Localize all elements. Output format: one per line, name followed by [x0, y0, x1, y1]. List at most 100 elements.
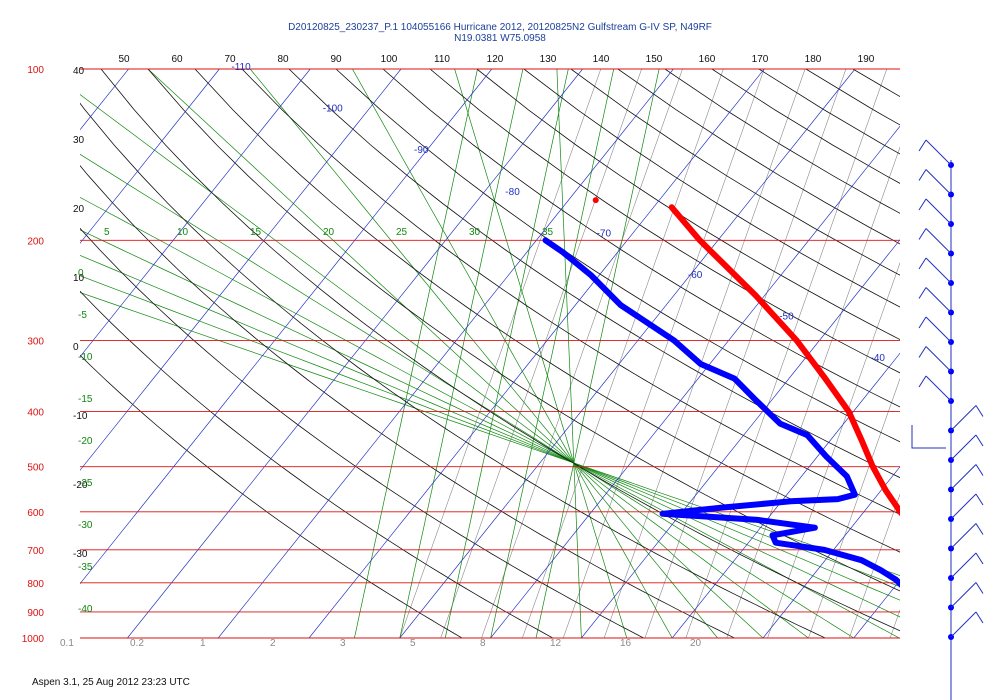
mixing-ratio-label: 2	[270, 638, 276, 649]
theta-top-label: 100	[381, 54, 398, 65]
wind-barb-flag	[918, 139, 927, 152]
mixing-ratio-label: 3	[340, 638, 346, 649]
isotherm-line	[80, 69, 220, 244]
isotherm-line	[399, 69, 856, 638]
wind-barb-flag	[918, 316, 927, 329]
moist-left-label: -25	[78, 478, 93, 489]
wind-barb-flag	[975, 523, 984, 535]
isotherm-label: -80	[505, 187, 520, 198]
theta-top-label: 130	[540, 54, 557, 65]
wind-barb-flag	[918, 287, 927, 299]
wind-barb-staff	[950, 434, 977, 461]
mixing-ratio-line	[685, 69, 888, 638]
theta-top-label: 150	[646, 54, 663, 65]
moist-adiabat	[454, 69, 628, 638]
theta-top-label: 50	[118, 54, 130, 65]
temperature-profile-line	[668, 204, 900, 517]
isotherm-label: -70	[597, 228, 612, 239]
title-line-2: N19.0381 W75.0958	[454, 33, 546, 44]
theta-left-label: -30	[73, 549, 88, 560]
wind-barb-flag	[975, 493, 984, 506]
wind-barb-staff	[950, 493, 977, 520]
moist-adiabat	[80, 229, 900, 618]
mixing-ratio-line	[399, 69, 602, 638]
moist-adiabats	[80, 69, 900, 638]
moist-adiabat-label: 10	[177, 227, 189, 238]
isotherm-label: -50	[779, 312, 794, 323]
moist-adiabat	[147, 69, 764, 638]
wind-barb-flag	[975, 464, 984, 476]
dry-adiabats	[80, 69, 1000, 638]
isotherm-label: -90	[414, 145, 429, 156]
wind-barb-staff	[950, 611, 977, 638]
isotherm-label: -40	[871, 353, 886, 364]
moist-adiabat-label: 20	[323, 227, 335, 238]
dry-adiabat	[570, 69, 900, 276]
mixing-ratio-label: 5	[410, 638, 416, 649]
moist-left-label: -40	[78, 604, 93, 615]
isotherm-line	[581, 239, 900, 638]
theta-left-label: 30	[73, 135, 85, 146]
title-line-1: D20120825_230237_P.1 104055166 Hurricane…	[288, 22, 712, 33]
wind-barb-calm	[911, 425, 946, 449]
isotherm-line	[80, 69, 129, 131]
mixing-ratio-label: 8	[480, 638, 486, 649]
moist-adiabat	[80, 275, 900, 588]
dry-adiabat	[147, 69, 900, 592]
moist-adiabat	[80, 94, 809, 638]
pressure-label: 400	[27, 408, 44, 419]
dry-adiabat	[80, 165, 735, 638]
moist-adiabat	[80, 196, 900, 638]
mixing-ratio-line	[603, 69, 806, 638]
sounding-profiles	[542, 197, 900, 588]
isotherm-line	[80, 69, 402, 471]
theta-top-label: 90	[330, 54, 342, 65]
theta-top-label: 160	[699, 54, 716, 65]
pressure-label: 900	[27, 608, 44, 619]
dry-adiabat	[947, 69, 1000, 638]
mixing-ratio-line	[808, 377, 900, 638]
wind-barb-flag	[975, 552, 984, 565]
moist-adiabat	[80, 153, 854, 638]
theta-left-label: 40	[73, 66, 85, 77]
moist-adiabat	[352, 69, 673, 638]
mixing-ratio-label: 12	[550, 638, 562, 649]
mixing-ratio-line	[562, 69, 765, 638]
wind-barb-staff	[925, 316, 952, 343]
moist-left-label: -10	[78, 352, 93, 363]
moist-adiabat	[444, 69, 569, 638]
mixing-ratio-line	[767, 262, 900, 638]
moist-adiabat-label: 25	[396, 227, 408, 238]
mixing-ratio-line	[481, 69, 683, 638]
dry-adiabat	[194, 69, 900, 553]
dry-adiabat	[994, 69, 1000, 638]
theta-top-label: 140	[593, 54, 610, 65]
dry-adiabat	[899, 69, 900, 70]
wind-barb-staff	[950, 523, 977, 549]
wind-profile	[911, 139, 984, 700]
isotherm-label: -110	[231, 62, 251, 73]
dry-adiabat	[80, 354, 463, 638]
wind-barb-staff	[950, 464, 977, 490]
moist-left-label: 0	[78, 268, 84, 279]
mixing-ratio-label: 0.1	[60, 638, 74, 649]
wind-barb-staff	[925, 257, 952, 284]
theta-top-label: 120	[487, 54, 504, 65]
isotherm-line	[762, 466, 900, 638]
wind-barb-staff	[925, 139, 952, 166]
moist-adiabat-label: 30	[469, 227, 481, 238]
pressure-label: 800	[27, 579, 44, 590]
moist-left-label: -20	[78, 436, 93, 447]
moist-adiabat	[80, 254, 900, 601]
wind-barb-staff	[925, 198, 952, 225]
moist-adiabat	[399, 69, 524, 638]
mixing-ratio-line	[726, 146, 900, 638]
moist-left-label: -15	[78, 394, 93, 405]
isotherm-line	[127, 69, 583, 638]
wind-barb-staff	[950, 552, 977, 579]
moist-left-label: -30	[78, 520, 93, 531]
mixing-ratio-label: 20	[690, 638, 702, 649]
isotherm-line	[671, 352, 900, 638]
dry-adiabat	[382, 69, 900, 408]
theta-top-label: 170	[752, 54, 769, 65]
